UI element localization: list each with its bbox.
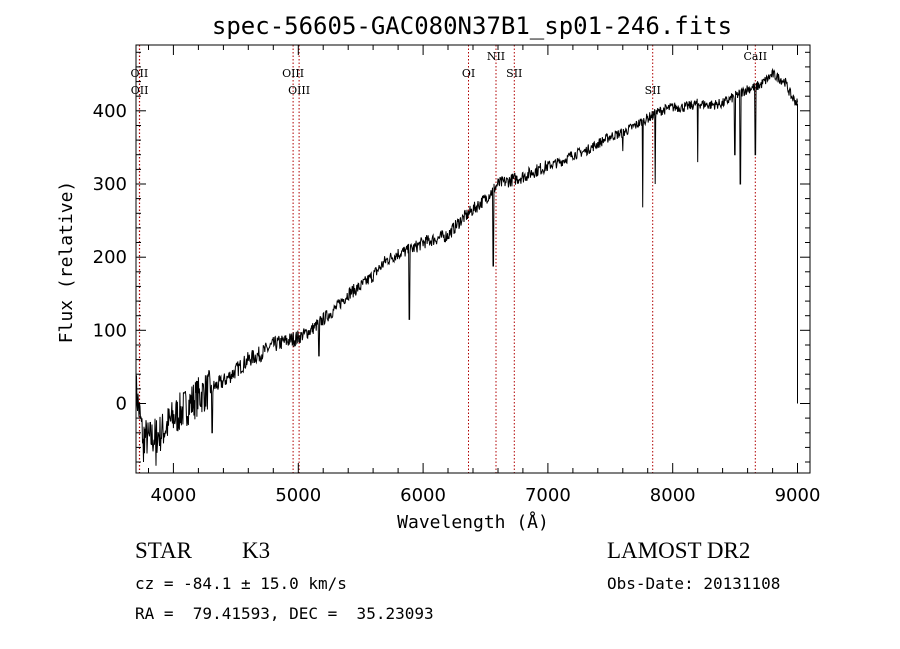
object-subclass: K3 (242, 538, 271, 563)
x-tick-label: 7000 (525, 485, 571, 506)
plot-frame (135, 44, 811, 474)
y-axis-label: Flux (relative) (56, 181, 77, 344)
x-tick-label: 8000 (650, 485, 696, 506)
line-marker-label: NII (487, 50, 505, 63)
chart-title: spec-56605-GAC080N37B1_sp01-246.fits (212, 12, 732, 40)
x-tick-label: 4000 (151, 485, 197, 506)
y-axis: 0 100 200 300 400 (93, 51, 810, 463)
line-marker-label: OI (462, 67, 475, 80)
spectrum-line (135, 67, 798, 466)
line-marker-label: OII (131, 84, 149, 97)
y-tick-label: 200 (93, 247, 127, 268)
x-tick-label: 9000 (775, 485, 821, 506)
y-tick-label: 0 (116, 393, 127, 414)
line-marker-label: CaII (743, 50, 767, 63)
y-tick-label: 400 (93, 101, 127, 122)
survey-name: LAMOST DR2 (607, 538, 751, 563)
x-axis: 4000 5000 6000 7000 8000 9000 (148, 45, 821, 506)
obs-date: Obs-Date: 20131108 (607, 574, 781, 593)
line-marker-label: SII (506, 67, 522, 80)
y-tick-label: 300 (93, 174, 127, 195)
line-marker-label: OIII (282, 67, 304, 80)
velocity-readout: cz = -84.1 ± 15.0 km/s (135, 574, 347, 593)
x-tick-label: 5000 (275, 485, 321, 506)
line-marker-label: OIII (288, 84, 310, 97)
x-axis-label: Wavelength (Å) (397, 511, 549, 533)
coordinates-readout: RA = 79.41593, DEC = 35.23093 (135, 604, 434, 623)
object-class: STAR (135, 538, 192, 563)
spectrum-series (135, 67, 798, 466)
x-tick-label: 6000 (400, 485, 446, 506)
y-tick-label: 100 (93, 320, 127, 341)
line-marker-label: SII (645, 84, 661, 97)
